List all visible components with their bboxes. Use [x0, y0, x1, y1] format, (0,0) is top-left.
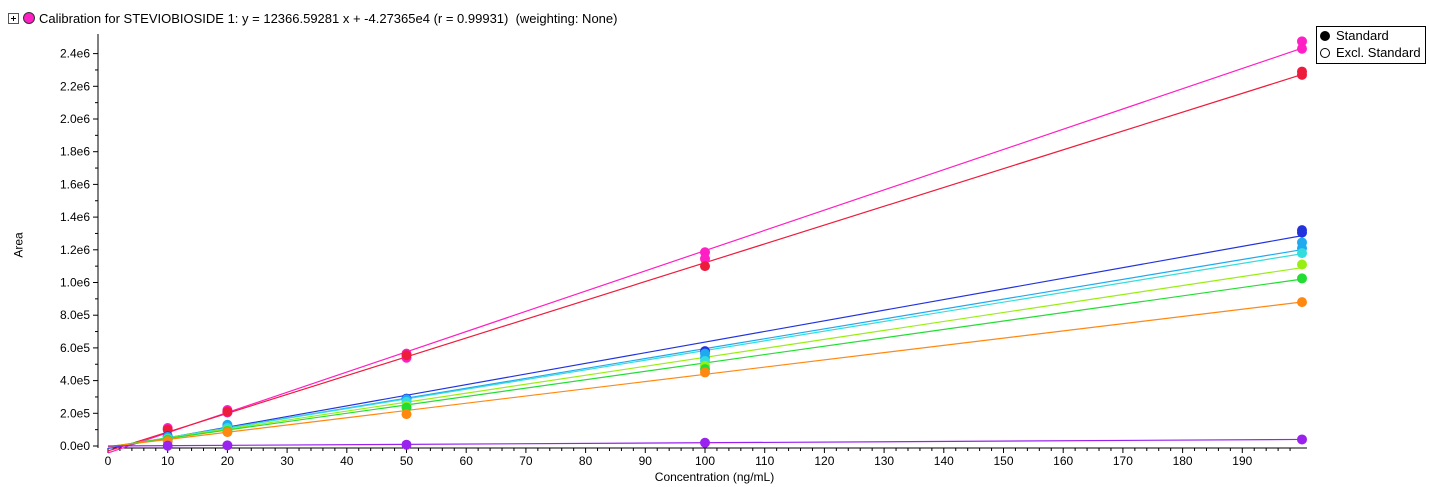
series-color-swatch — [23, 12, 35, 24]
data-point — [222, 440, 233, 451]
y-tick-label: 2.0e6 — [60, 112, 90, 126]
x-tick-label: 10 — [161, 454, 175, 468]
y-tick-label: 1.2e6 — [60, 243, 90, 257]
y-tick-label: 2.4e6 — [60, 47, 90, 61]
y-tick-label: 8.0e5 — [60, 308, 90, 322]
data-point — [1297, 297, 1307, 308]
data-point — [401, 409, 412, 420]
x-tick-label: 90 — [639, 454, 653, 468]
data-point — [162, 440, 173, 451]
data-point — [401, 439, 412, 450]
x-tick-label: 130 — [874, 454, 894, 468]
y-tick-label: 1.0e6 — [60, 276, 90, 290]
chart-title: Calibration for STEVIOBIOSIDE 1: y = 123… — [39, 10, 618, 26]
legend: Standard Excl. Standard — [1316, 26, 1426, 64]
data-point — [1297, 227, 1307, 238]
y-tick-label: 0.0e0 — [60, 439, 90, 453]
y-tick-label: 4.0e5 — [60, 374, 90, 388]
x-tick-label: 190 — [1232, 454, 1252, 468]
x-tick-label: 60 — [460, 454, 474, 468]
legend-label: Excl. Standard — [1336, 45, 1421, 60]
chart-header: Calibration for STEVIOBIOSIDE 1: y = 123… — [8, 9, 617, 27]
legend-item-standard: Standard — [1317, 27, 1425, 44]
data-point — [700, 367, 710, 378]
data-point — [1297, 43, 1307, 54]
fit-line — [107, 235, 1302, 450]
open-circle-icon — [1320, 47, 1330, 58]
data-points — [162, 36, 1307, 451]
x-tick-label: 50 — [400, 454, 414, 468]
x-tick-label: 100 — [695, 454, 715, 468]
y-tick-label: 2.2e6 — [60, 79, 90, 93]
x-tick-label: 180 — [1173, 454, 1193, 468]
data-point — [700, 437, 710, 448]
y-tick-label: 1.8e6 — [60, 145, 90, 159]
filled-circle-icon — [1320, 30, 1330, 41]
data-point — [1297, 36, 1307, 47]
data-point — [1297, 248, 1307, 259]
x-axis-label: Concentration (ng/mL) — [654, 470, 775, 484]
x-tick-label: 140 — [934, 454, 954, 468]
data-point — [222, 427, 233, 438]
x-tick-label: 120 — [814, 454, 834, 468]
x-tick-label: 70 — [519, 454, 533, 468]
data-point — [700, 253, 710, 264]
data-point — [401, 350, 412, 361]
x-tick-label: 110 — [755, 454, 774, 468]
x-tick-label: 30 — [280, 454, 294, 468]
y-tick-label: 1.6e6 — [60, 177, 90, 191]
x-tick-label: 150 — [993, 454, 1013, 468]
data-point — [1297, 259, 1307, 270]
x-tick-label: 20 — [221, 454, 235, 468]
data-point — [1297, 273, 1307, 284]
x-tick-label: 0 — [105, 454, 112, 468]
legend-label: Standard — [1336, 28, 1389, 43]
x-tick-label: 80 — [579, 454, 593, 468]
y-tick-label: 6.0e5 — [60, 341, 90, 355]
x-tick-label: 160 — [1053, 454, 1073, 468]
x-tick-label: 40 — [340, 454, 354, 468]
data-point — [1297, 69, 1307, 80]
plus-box-icon[interactable] — [8, 12, 19, 24]
x-tick-label: 170 — [1113, 454, 1133, 468]
legend-item-excl-standard: Excl. Standard — [1317, 44, 1425, 61]
data-point — [222, 406, 233, 417]
data-point — [1297, 434, 1307, 445]
axes: 0 10 20 30 40 50 60 70 80 90 100 110 120 130 140 150 160… — [60, 34, 1307, 468]
y-tick-label: 2.0e5 — [60, 406, 90, 420]
data-point — [700, 261, 710, 272]
y-tick-label: 1.4e6 — [60, 210, 90, 224]
y-axis-label: Area — [11, 232, 26, 258]
